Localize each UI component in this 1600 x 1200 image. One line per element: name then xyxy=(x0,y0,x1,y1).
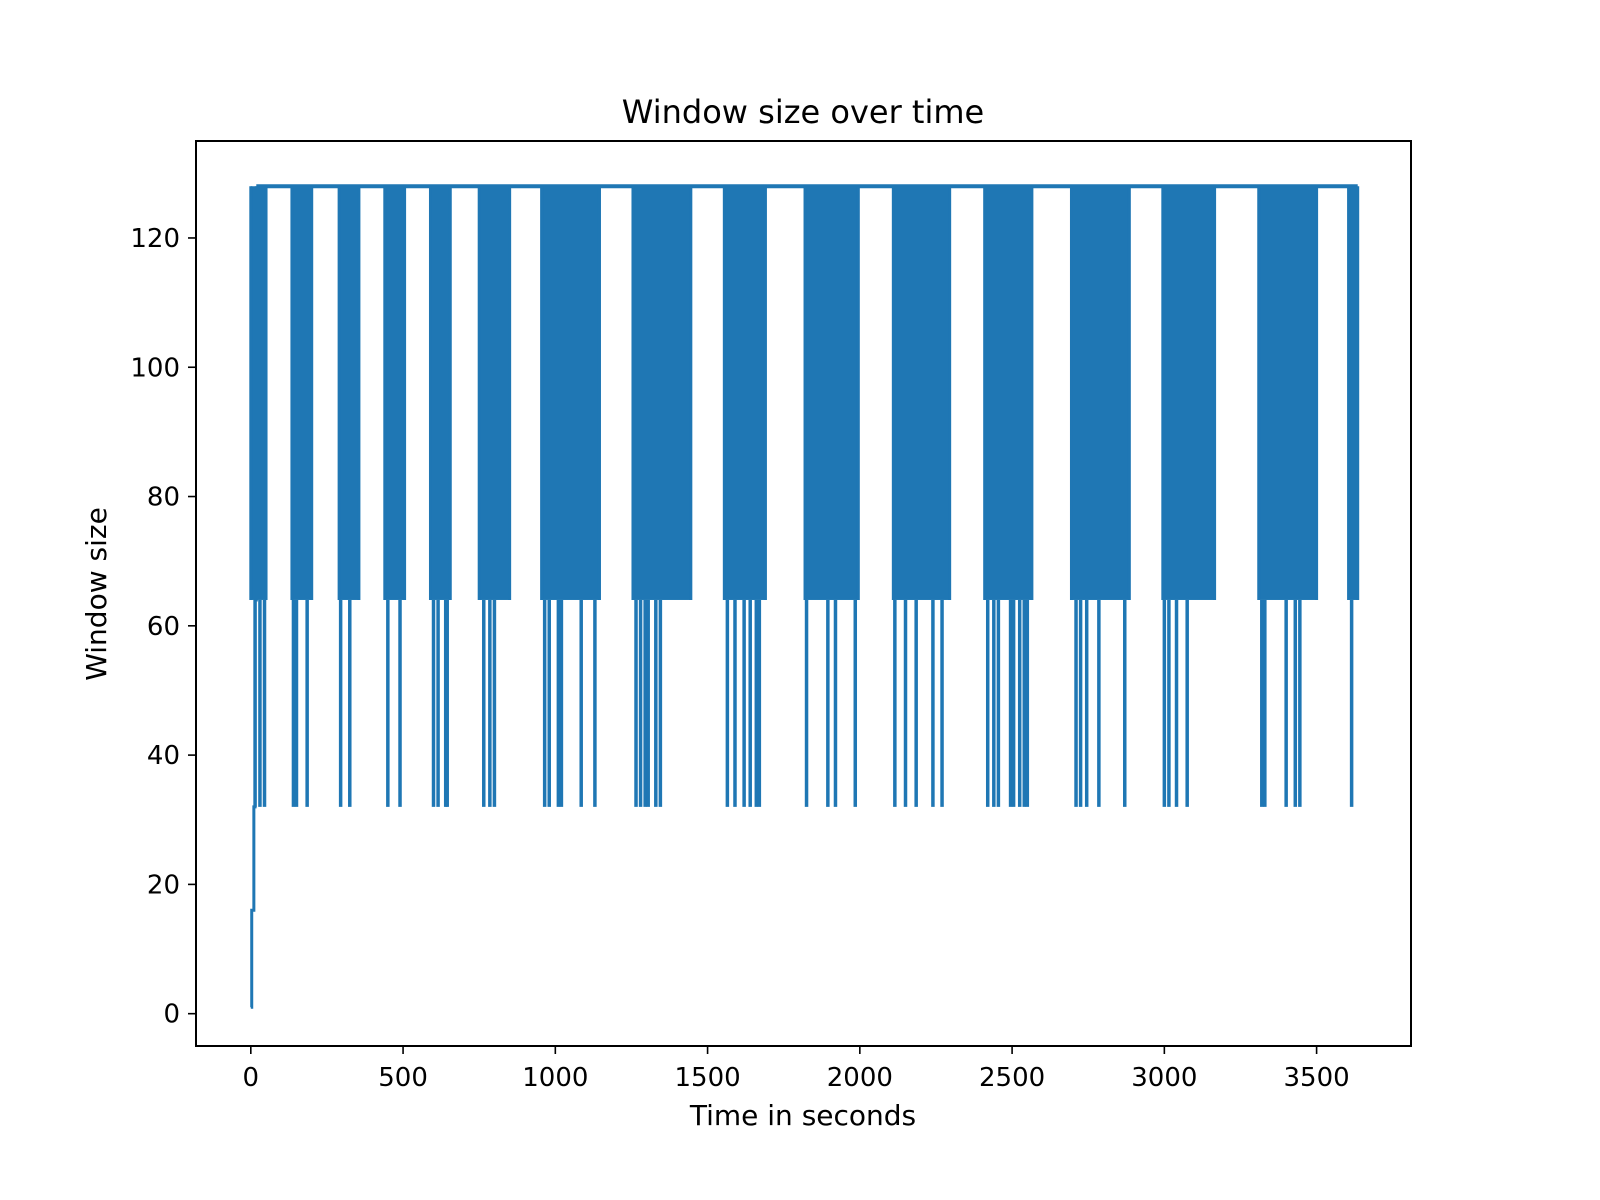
series-band xyxy=(893,186,950,600)
x-tick-label: 2500 xyxy=(979,1063,1045,1093)
y-axis: 0 20 40 60 80 100 120 xyxy=(130,224,196,1030)
x-tick-label: 1500 xyxy=(674,1063,740,1093)
x-tick-label: 2000 xyxy=(827,1063,893,1093)
y-axis-label: Window size xyxy=(80,507,113,681)
x-tick-label: 0 xyxy=(243,1063,260,1093)
x-axis-label: Time in seconds xyxy=(689,1099,916,1132)
series-band xyxy=(632,186,691,600)
x-tick-label: 3000 xyxy=(1131,1063,1197,1093)
y-tick-label: 20 xyxy=(147,870,180,900)
series-band xyxy=(430,186,451,600)
y-tick-label: 60 xyxy=(147,612,180,642)
y-tick-label: 120 xyxy=(130,224,180,254)
plot-area xyxy=(249,184,1360,1009)
chart-title: Window size over time xyxy=(622,93,984,131)
series-band xyxy=(1071,186,1130,600)
series-band xyxy=(805,186,859,600)
series-band xyxy=(291,186,312,600)
x-tick-label: 3500 xyxy=(1284,1063,1350,1093)
y-tick-label: 80 xyxy=(147,483,180,513)
series-band xyxy=(250,186,267,600)
y-tick-label: 0 xyxy=(163,1000,180,1030)
x-axis: 0 500 1000 1500 2000 2500 3000 3500 xyxy=(243,1046,1350,1093)
series-band xyxy=(724,186,766,600)
series-band xyxy=(479,186,510,600)
series-band xyxy=(339,186,359,600)
plot-frame xyxy=(195,140,1412,1047)
series-band xyxy=(1258,186,1317,600)
series-band xyxy=(984,186,1032,600)
series-band xyxy=(1348,186,1358,600)
series-band xyxy=(541,186,600,600)
x-tick-label: 1000 xyxy=(522,1063,588,1093)
series-band xyxy=(1162,186,1215,600)
x-tick-label: 500 xyxy=(378,1063,428,1093)
y-tick-label: 40 xyxy=(147,741,180,771)
series-band xyxy=(384,186,405,600)
y-tick-label: 100 xyxy=(130,353,180,383)
